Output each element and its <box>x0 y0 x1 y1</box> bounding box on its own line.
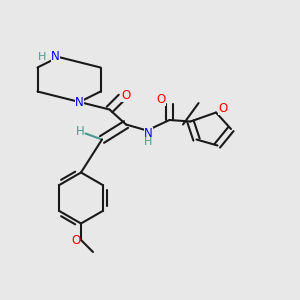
Text: N: N <box>144 127 153 140</box>
Text: O: O <box>218 102 227 116</box>
Text: N: N <box>51 50 60 64</box>
Text: O: O <box>71 233 80 247</box>
Text: H: H <box>76 125 85 139</box>
Text: H: H <box>38 52 46 62</box>
Text: H: H <box>144 137 153 147</box>
Text: O: O <box>122 88 130 102</box>
Text: N: N <box>75 95 84 109</box>
Text: O: O <box>157 93 166 106</box>
